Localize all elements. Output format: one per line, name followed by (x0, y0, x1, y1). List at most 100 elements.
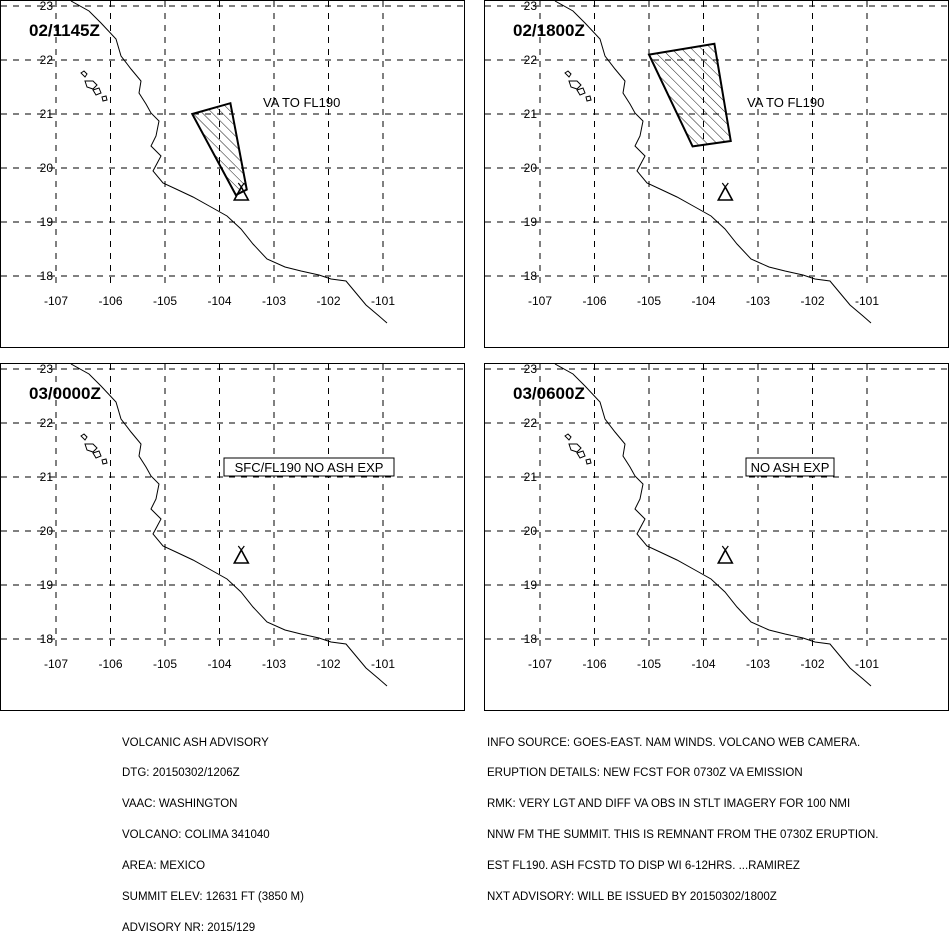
lon-tick-label: -102 (316, 657, 340, 671)
advisory-line: SUMMIT ELEV: 12631 FT (3850 M) (122, 891, 304, 904)
island (80, 70, 88, 78)
forecast-annotation: VA TO FL190 (747, 95, 824, 110)
panel-time-label: 02/1800Z (513, 21, 585, 40)
advisory-left-block: VOLCANIC ASH ADVISORY DTG: 20150302/1206… (122, 717, 304, 944)
volcano-plume-mark (237, 182, 245, 188)
lat-tick-label: 20 (524, 524, 538, 538)
advisory-line: ADVISORY NR: 2015/129 (122, 921, 256, 934)
island (101, 458, 108, 465)
forecast-annotation: VA TO FL190 (263, 95, 340, 110)
island (568, 80, 582, 90)
island (585, 95, 592, 102)
graticule (1, 364, 466, 649)
island (564, 70, 572, 78)
lat-tick-label: 22 (40, 53, 54, 67)
lat-tick-label: 23 (40, 364, 54, 376)
ash-cloud-polygon (190, 101, 248, 197)
coastline (554, 364, 872, 687)
lon-tick-label: -107 (528, 294, 552, 308)
lon-tick-label: -106 (582, 294, 606, 308)
coastline (554, 1, 872, 324)
advisory-line: VAAC: WASHINGTON (122, 798, 238, 811)
lon-tick-label: -102 (316, 294, 340, 308)
lon-tick-label: -103 (746, 294, 770, 308)
lat-tick-label: 21 (40, 107, 54, 121)
lon-tick-label: -101 (371, 657, 395, 671)
lat-tick-label: 20 (524, 161, 538, 175)
lon-tick-label: -103 (746, 657, 770, 671)
lon-tick-label: -104 (207, 294, 231, 308)
annotation-box (745, 457, 835, 477)
advisory-line: VOLCANIC ASH ADVISORY (122, 736, 269, 749)
forecast-annotation: SFC/FL190 NO ASH EXP (235, 460, 384, 475)
island (84, 80, 98, 90)
lat-tick-label: 20 (40, 524, 54, 538)
map-panel-4: 23 22 21 20 19 18 -107 -106 -105 -104 -103 -102 -101… (484, 363, 950, 711)
annotation-box (223, 457, 395, 477)
lat-tick-label: 19 (524, 215, 538, 229)
lon-tick-label: -107 (44, 294, 68, 308)
map-panel-3: 23 22 21 20 19 18 -107 -106 -105 -104 -103 -102 -101… (0, 363, 466, 711)
ash-cloud-polygon (647, 42, 732, 148)
volcano-triangle-icon (716, 185, 734, 201)
lon-tick-label: -101 (371, 294, 395, 308)
lon-tick-label: -107 (44, 657, 68, 671)
lat-tick-label: 22 (40, 416, 54, 430)
lat-tick-label: 21 (524, 107, 538, 121)
lon-tick-label: -104 (691, 657, 715, 671)
lat-tick-label: 21 (524, 470, 538, 484)
advisory-line: AREA: MEXICO (122, 860, 206, 873)
lat-tick-label: 19 (524, 578, 538, 592)
lat-tick-label: 21 (40, 470, 54, 484)
map-panel-2: 23 22 21 20 19 18 -107 -106 -105 -104 -103 -102 -101… (484, 0, 950, 348)
advisory-line: EST FL190. ASH FCSTD TO DISP WI 6-12HRS.… (487, 860, 800, 873)
volcano-triangle-icon (232, 548, 250, 564)
island (92, 450, 102, 459)
lon-tick-label: -107 (528, 657, 552, 671)
lon-tick-label: -105 (637, 294, 661, 308)
lon-tick-label: -105 (153, 657, 177, 671)
graticule (485, 364, 950, 649)
volcano-plume-mark (721, 182, 729, 188)
island (564, 433, 572, 441)
lat-tick-label: 19 (40, 215, 54, 229)
volcano-triangle-icon (716, 548, 734, 564)
volcano-triangle-icon (232, 185, 250, 201)
lat-tick-label: 23 (524, 1, 538, 13)
coastline (70, 364, 388, 687)
lat-tick-label: 22 (524, 416, 538, 430)
advisory-right-block: INFO SOURCE: GOES-EAST. NAM WINDS. VOLCA… (487, 717, 878, 913)
lon-tick-label: -105 (153, 294, 177, 308)
lon-tick-label: -103 (262, 657, 286, 671)
lat-tick-label: 19 (40, 578, 54, 592)
advisory-line: DTG: 20150302/1206Z (122, 767, 240, 780)
advisory-line: RMK: VERY LGT AND DIFF VA OBS IN STLT IM… (487, 798, 851, 811)
map-svg: 23 22 21 20 19 18 -107 -106 -105 -104 -103 -102 -101… (485, 1, 950, 324)
lat-tick-label: 22 (524, 53, 538, 67)
advisory-line: NNW FM THE SUMMIT. THIS IS REMNANT FROM … (487, 829, 879, 842)
lat-tick-label: 23 (524, 364, 538, 376)
island (80, 433, 88, 441)
map-svg: 23 22 21 20 19 18 -107 -106 -105 -104 -103 -102 -101… (485, 364, 950, 687)
map-svg: 23 22 21 20 19 18 -107 -106 -105 -104 -103 -102 -101… (1, 364, 466, 687)
lon-tick-label: -104 (207, 657, 231, 671)
map-panel-1: 23 22 21 20 19 18 -107 -106 -105 -104 -103 -102 -101… (0, 0, 466, 348)
island (101, 95, 108, 102)
island (576, 450, 586, 459)
map-svg: 23 22 21 20 19 18 -107 -106 -105 -104 -103 -102 -101… (1, 1, 466, 324)
coastline (70, 1, 388, 324)
island (92, 87, 102, 96)
island (585, 458, 592, 465)
panel-time-label: 03/0600Z (513, 384, 585, 403)
advisory-line: ERUPTION DETAILS: NEW FCST FOR 0730Z VA … (487, 767, 803, 780)
lat-tick-label: 18 (524, 632, 538, 646)
advisory-line: NXT ADVISORY: WILL BE ISSUED BY 20150302… (487, 891, 777, 904)
forecast-annotation: NO ASH EXP (751, 460, 830, 475)
lat-tick-label: 18 (40, 269, 54, 283)
island (576, 87, 586, 96)
panel-time-label: 02/1145Z (29, 21, 100, 40)
lat-tick-label: 18 (40, 632, 54, 646)
lon-tick-label: -104 (691, 294, 715, 308)
lon-tick-label: -106 (582, 657, 606, 671)
lon-tick-label: -106 (98, 294, 122, 308)
